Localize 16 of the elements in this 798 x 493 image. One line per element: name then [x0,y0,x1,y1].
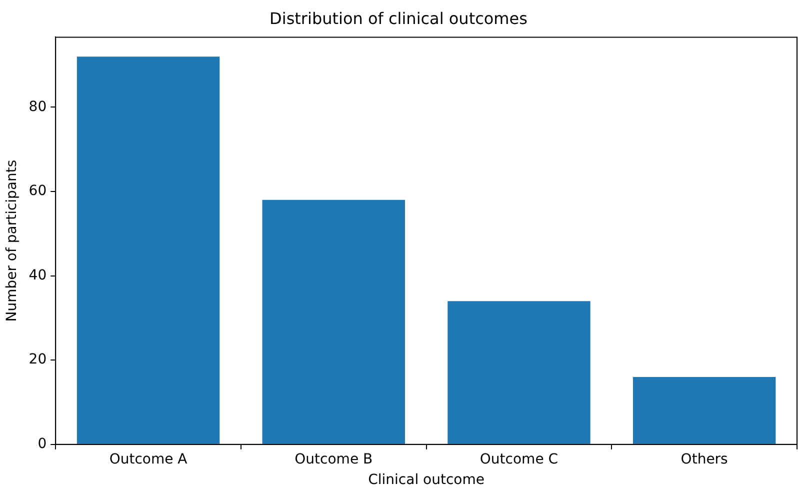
bar [262,200,405,444]
x-tick-label: Outcome B [294,451,373,468]
x-tick-label: Others [680,451,728,468]
y-tick-label: 60 [28,183,47,200]
y-tick-label: 20 [28,352,47,368]
y-tick-label: 80 [28,98,47,115]
y-tick-label: 40 [28,267,47,284]
chart-title: Distribution of clinical outcomes [270,8,528,28]
bar [448,301,590,444]
bar [76,56,220,444]
x-tick-label: Outcome C [480,451,558,468]
x-tick-label: Outcome A [109,451,188,468]
bar [632,376,776,444]
y-axis-title: Number of participants [4,160,20,322]
y-tick-label: 0 [38,436,47,452]
x-axis-title: Clinical outcome [368,472,484,488]
